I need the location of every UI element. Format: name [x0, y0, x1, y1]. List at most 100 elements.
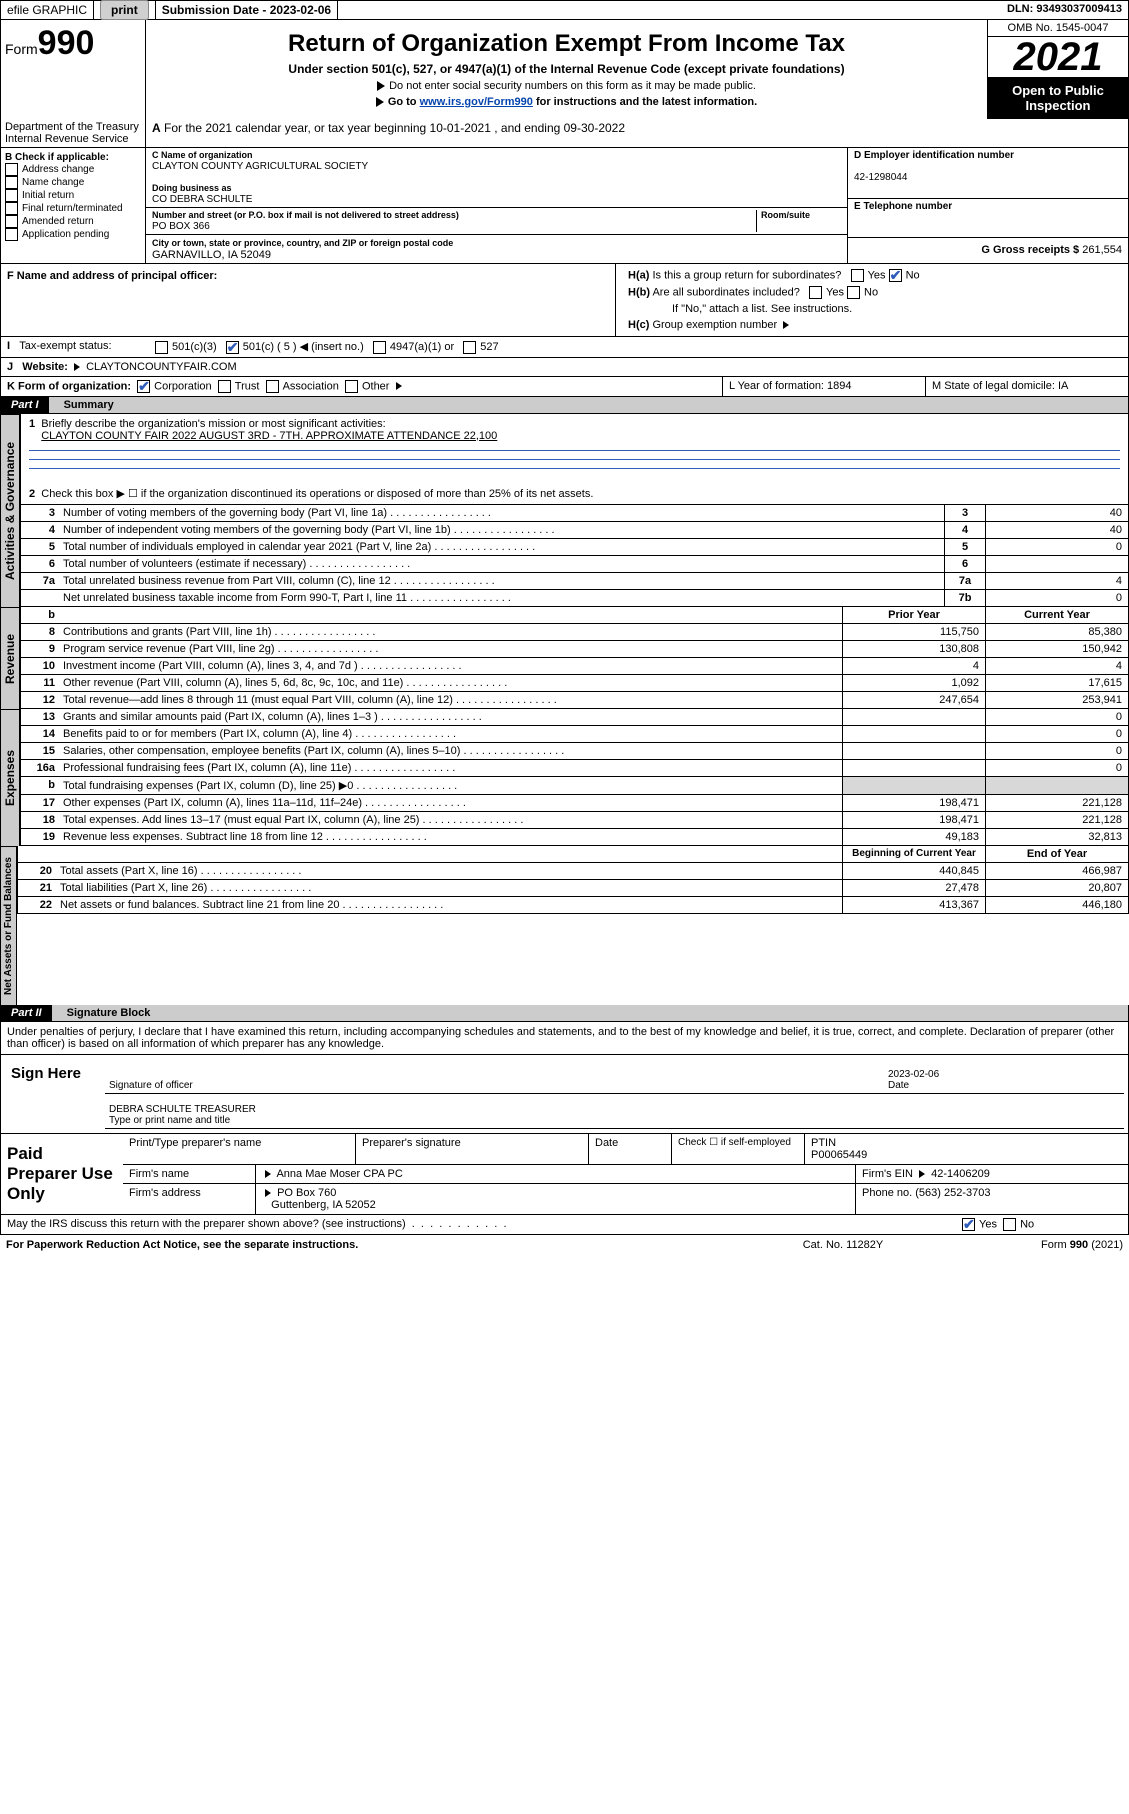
g-label: G Gross receipts $ [981, 244, 1079, 256]
chk-4947[interactable] [373, 341, 386, 354]
sig-date: 2023-02-06 [888, 1069, 939, 1080]
line-8: 8Contributions and grants (Part VIII, li… [20, 624, 1129, 641]
line-16a: 16aProfessional fundraising fees (Part I… [20, 760, 1129, 777]
line-10: 10Investment income (Part VIII, column (… [20, 658, 1129, 675]
dba: CO DEBRA SCHULTE [152, 194, 252, 205]
chk-ha-no[interactable] [889, 269, 902, 282]
chk-assoc[interactable] [266, 380, 279, 393]
line-14: 14Benefits paid to or for members (Part … [20, 726, 1129, 743]
d-label: D Employer identification number [854, 150, 1014, 161]
state-domicile: M State of legal domicile: IA [925, 377, 1128, 396]
chk-initial[interactable] [5, 189, 18, 202]
current-year-hdr: Current Year [985, 607, 1128, 623]
irs-label: Internal Revenue Service [5, 133, 129, 145]
paid-label: Paid Preparer Use Only [1, 1134, 123, 1214]
chk-ha-yes[interactable] [851, 269, 864, 282]
part1-header: Part I Summary [0, 397, 1129, 414]
chk-527[interactable] [463, 341, 476, 354]
arrow-icon [376, 97, 384, 107]
line-7a: 7aTotal unrelated business revenue from … [20, 573, 1129, 590]
line-15: 15Salaries, other compensation, employee… [20, 743, 1129, 760]
line-b: bTotal fundraising expenses (Part IX, co… [20, 777, 1129, 795]
ha-question: Is this a group return for subordinates? [652, 269, 841, 281]
section-k: K Form of organization: Corporation Trus… [0, 377, 1129, 397]
title-row: Form990 Return of Organization Exempt Fr… [0, 20, 1129, 119]
firm-ein: 42-1406209 [931, 1168, 990, 1180]
address: PO BOX 366 [152, 221, 210, 232]
preparer-date-label: Date [589, 1134, 672, 1164]
line-4: 4Number of independent voting members of… [20, 522, 1129, 539]
chk-name[interactable] [5, 176, 18, 189]
arrow-icon [377, 81, 385, 91]
line-: Net unrelated business taxable income fr… [20, 590, 1129, 607]
officer-name: DEBRA SCHULTE TREASURER [109, 1104, 256, 1115]
discuss-row: May the IRS discuss this return with the… [0, 1215, 1129, 1235]
i-label: Tax-exempt status: [19, 340, 111, 352]
chk-corp[interactable] [137, 380, 150, 393]
preparer-name-label: Print/Type preparer's name [123, 1134, 356, 1164]
arrow-icon [783, 321, 789, 329]
line-17: 17Other expenses (Part IX, column (A), l… [20, 795, 1129, 812]
hb-question: Are all subordinates included? [652, 286, 799, 298]
chk-other[interactable] [345, 380, 358, 393]
prior-year-hdr: Prior Year [842, 607, 985, 623]
col-header-row: b Prior Year Current Year [20, 607, 1129, 624]
line-19: 19Revenue less expenses. Subtract line 1… [20, 829, 1129, 846]
chk-discuss-no[interactable] [1003, 1218, 1016, 1231]
section-f-h: F Name and address of principal officer:… [0, 264, 1129, 337]
discuss-question: May the IRS discuss this return with the… [7, 1218, 406, 1230]
k-label: K Form of organization: [7, 380, 131, 392]
hb-note: If "No," attach a list. See instructions… [622, 301, 1122, 317]
q2-label: Check this box ▶ ☐ if the organization d… [41, 488, 593, 500]
declaration: Under penalties of perjury, I declare th… [0, 1022, 1129, 1055]
tab-expenses: Expenses [0, 709, 20, 846]
line-9: 9Program service revenue (Part VIII, lin… [20, 641, 1129, 658]
irs-link[interactable]: www.irs.gov/Form990 [420, 96, 533, 108]
line-6: 6Total number of volunteers (estimate if… [20, 556, 1129, 573]
chk-501c[interactable] [226, 341, 239, 354]
chk-discuss-yes[interactable] [962, 1218, 975, 1231]
chk-501c3[interactable] [155, 341, 168, 354]
paid-preparer: Paid Preparer Use Only Print/Type prepar… [0, 1134, 1129, 1215]
line-12: 12Total revenue—add lines 8 through 11 (… [20, 692, 1129, 709]
sig-officer-label: Signature of officer [109, 1080, 193, 1091]
line-3: 3Number of voting members of the governi… [20, 505, 1129, 522]
chk-hb-no[interactable] [847, 286, 860, 299]
print-button[interactable]: print [100, 0, 149, 20]
arrow-icon [265, 1170, 271, 1178]
chk-amended[interactable] [5, 215, 18, 228]
tax-year: 2021 [988, 37, 1128, 77]
note-link: Go to www.irs.gov/Form990 for instructio… [152, 96, 981, 108]
ein: 42-1298044 [854, 172, 907, 183]
section-j: J Website: CLAYTONCOUNTYFAIR.COM [0, 358, 1129, 377]
arrow-icon [74, 363, 80, 371]
chk-hb-yes[interactable] [809, 286, 822, 299]
arrow-icon [919, 1170, 925, 1178]
efile-label: efile GRAPHIC [1, 1, 94, 19]
line-21: 21Total liabilities (Part X, line 26)27,… [17, 880, 1129, 897]
hc-label: Group exemption number [652, 319, 777, 331]
note-ssn: Do not enter social security numbers on … [152, 80, 981, 92]
sign-here-label: Sign Here [1, 1055, 101, 1133]
website: CLAYTONCOUNTYFAIR.COM [86, 361, 237, 373]
subtitle: Under section 501(c), 527, or 4947(a)(1)… [152, 62, 981, 76]
chk-address[interactable] [5, 163, 18, 176]
line-13: 13Grants and similar amounts paid (Part … [20, 709, 1129, 726]
header-bar: efile GRAPHIC print Submission Date - 20… [0, 0, 1129, 20]
tab-activities: Activities & Governance [0, 414, 20, 607]
org-name: CLAYTON COUNTY AGRICULTURAL SOCIETY [152, 161, 368, 172]
preparer-sig-label: Preparer's signature [356, 1134, 589, 1164]
form-label: Form990 [5, 24, 141, 63]
line-20: 20Total assets (Part X, line 16)440,8454… [17, 863, 1129, 880]
year-formation: L Year of formation: 1894 [722, 377, 925, 396]
arrow-icon [265, 1189, 271, 1197]
page-title: Return of Organization Exempt From Incom… [152, 30, 981, 58]
f-label: F Name and address of principal officer: [7, 270, 217, 282]
firm-city: Guttenberg, IA 52052 [271, 1199, 376, 1211]
j-label: Website: [22, 361, 68, 373]
chk-final[interactable] [5, 202, 18, 215]
footer: For Paperwork Reduction Act Notice, see … [0, 1235, 1129, 1255]
chk-trust[interactable] [218, 380, 231, 393]
firm-addr: PO Box 760 [277, 1187, 336, 1199]
chk-pending[interactable] [5, 228, 18, 241]
